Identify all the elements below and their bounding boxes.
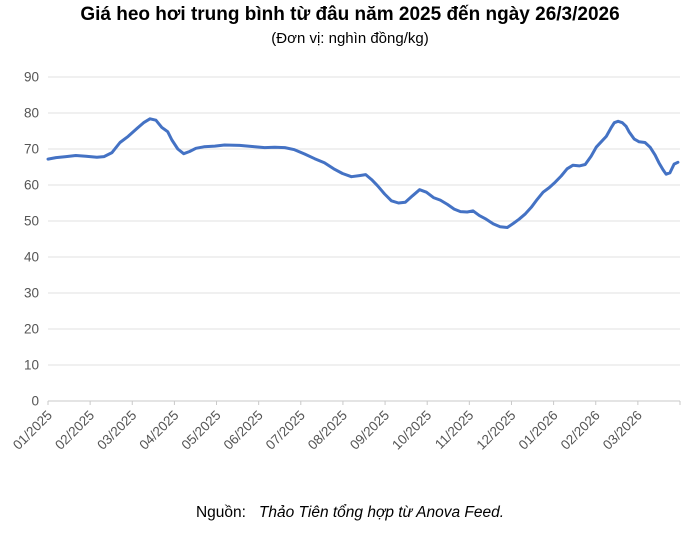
x-axis-tick-label: 04/2025: [136, 408, 181, 453]
source-note: Nguồn: Thảo Tiên tổng hợp từ Anova Feed.: [0, 504, 700, 522]
y-axis-tick-label: 60: [24, 178, 39, 193]
x-axis-tick-label: 12/2025: [473, 408, 518, 453]
x-axis-tick-label: 11/2025: [432, 408, 476, 452]
x-axis-tick-label: 03/2026: [600, 408, 645, 453]
y-axis-tick-label: 20: [24, 322, 39, 337]
price-line-series: [46, 117, 680, 229]
chart-subtitle: (Đơn vị: nghìn đồng/kg): [271, 30, 429, 47]
y-axis-tick-label: 10: [24, 358, 39, 373]
x-axis-tick-label: 08/2025: [305, 408, 350, 453]
y-axis-tick-label: 0: [31, 394, 39, 409]
chart-title: Giá heo hơi trung bình từ đâu năm 2025 đ…: [80, 4, 620, 25]
x-axis-tick-label: 07/2025: [263, 408, 308, 453]
price-line: [46, 117, 680, 229]
x-axis-tick-label: 05/2025: [179, 408, 224, 453]
x-axis-tick-label: 09/2025: [347, 408, 392, 453]
y-axis-tick-label: 50: [24, 214, 39, 229]
y-axis-tick-label: 80: [24, 106, 39, 121]
y-axis-tick-label: 90: [24, 70, 39, 85]
x-axis-tick-label: 10/2025: [389, 408, 434, 453]
y-axis-tick-label: 70: [24, 142, 39, 157]
x-axis-tick-label: 02/2026: [558, 408, 603, 453]
y-axis-labels: 0 10 20 30 40 50 60 70 80 90: [24, 70, 39, 409]
x-axis-tick-label: 01/2025: [10, 408, 55, 453]
x-axis-tick-label: 06/2025: [221, 408, 266, 453]
source-text: Thảo Tiên tổng hợp từ Anova Feed.: [258, 504, 505, 521]
y-axis-tick-label: 40: [24, 250, 39, 265]
source-label: Nguồn:: [195, 504, 246, 521]
y-axis-tick-label: 30: [24, 286, 39, 301]
x-axis-tick-label: 03/2025: [94, 408, 139, 453]
x-axis-labels: 01/202502/202503/202504/202505/202506/20…: [10, 401, 681, 453]
x-axis-tick-label: 01/2026: [516, 408, 561, 453]
x-axis-tick-label: 02/2025: [52, 408, 97, 453]
gridlines: [48, 76, 680, 402]
